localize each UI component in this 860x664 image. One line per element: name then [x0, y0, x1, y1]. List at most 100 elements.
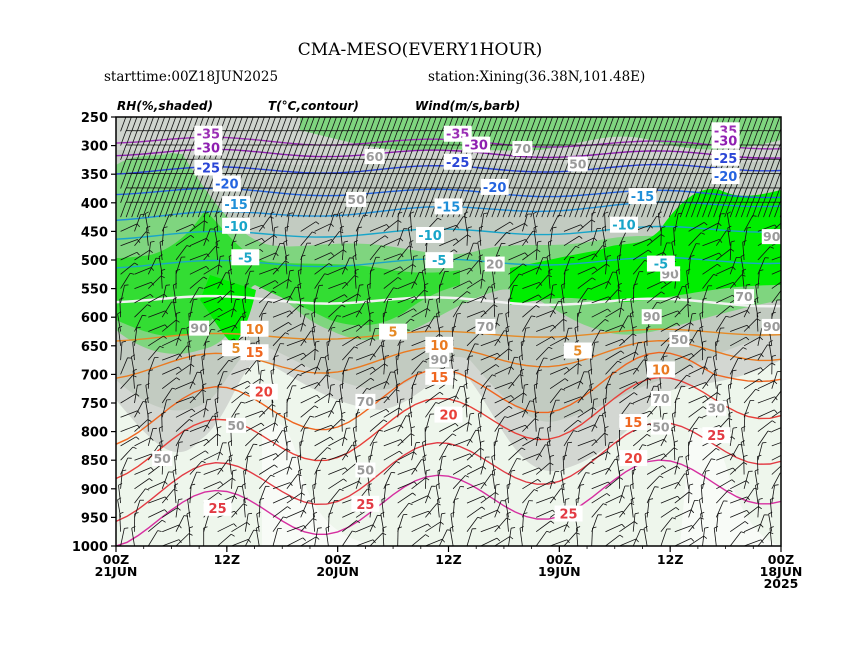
wind-barb — [117, 313, 121, 332]
wind-barb-flag — [274, 280, 279, 284]
wind-barb-flag — [343, 478, 347, 482]
wind-barb — [364, 117, 371, 132]
wind-barb — [286, 187, 293, 203]
wind-barb — [131, 201, 138, 218]
wind-barb — [508, 130, 515, 146]
wind-barb-flag — [767, 430, 772, 433]
wind-barb-flag — [604, 426, 609, 429]
wind-barb — [217, 290, 231, 304]
wind-barb — [175, 515, 185, 532]
wind-barb-flag — [602, 225, 607, 229]
wind-barb — [522, 315, 532, 332]
wind-barb — [120, 273, 131, 289]
wind-barb — [580, 173, 587, 189]
wind-barb — [286, 339, 304, 347]
wind-barb — [619, 521, 635, 533]
wind-barb — [624, 144, 631, 161]
wind-barb — [502, 201, 509, 218]
wind-barb — [491, 117, 498, 132]
wind-barb-flag — [603, 503, 608, 506]
wind-barb-flag — [367, 488, 372, 491]
wind-barb — [314, 159, 321, 175]
y-tick-label: 950 — [81, 511, 108, 526]
wind-barb — [419, 173, 426, 189]
wind-barb-flag — [437, 217, 442, 221]
wind-barb — [217, 371, 224, 389]
wind-barb — [145, 385, 149, 404]
wind-barb — [161, 285, 167, 303]
wind-barb — [602, 130, 609, 146]
wind-barb — [546, 201, 554, 218]
wind-barb-flag — [242, 311, 247, 315]
wind-barb — [203, 228, 211, 246]
wind-barb-flag — [363, 214, 368, 216]
wind-barb-flag — [551, 336, 556, 340]
wind-barb — [632, 260, 645, 275]
wind-barb — [668, 187, 676, 203]
wind-barb — [286, 201, 293, 218]
y-tick-label: 600 — [81, 311, 108, 326]
rh-label: 30 — [708, 401, 726, 416]
wind-barb — [236, 130, 243, 146]
wind-barb — [162, 337, 179, 347]
wind-barb — [746, 173, 753, 189]
wind-barb — [386, 173, 393, 189]
wind-barb-flag — [493, 440, 499, 443]
wind-barb — [408, 117, 415, 132]
wind-barb-flag — [186, 345, 191, 348]
wind-barb — [336, 144, 343, 161]
wind-barb — [674, 117, 681, 132]
wind-barb — [619, 242, 622, 261]
wind-barb — [532, 213, 537, 232]
wind-barb — [328, 231, 340, 246]
wind-barb — [743, 471, 749, 489]
wind-barb-flag — [288, 278, 292, 283]
wind-barb-flag — [311, 311, 316, 315]
wind-barb — [175, 223, 193, 232]
wind-barb — [175, 328, 182, 346]
wind-barb-flag — [228, 359, 233, 363]
wind-barb — [743, 318, 758, 332]
wind-barb — [644, 513, 648, 532]
wind-barb — [685, 130, 692, 146]
contour-label-bg — [628, 188, 657, 205]
wind-barb-flag — [454, 369, 459, 372]
wind-barb — [402, 187, 410, 203]
wind-barb — [118, 485, 121, 504]
wind-barb-flag — [521, 340, 526, 343]
wind-barb — [518, 356, 523, 375]
wind-barb — [771, 465, 781, 475]
wind-barb — [641, 201, 648, 218]
wind-barb-flag — [130, 272, 135, 275]
wind-barb — [729, 187, 737, 203]
wind-barb — [508, 447, 522, 461]
wind-barb — [508, 357, 515, 375]
wind-barb — [508, 239, 526, 247]
wind-barb — [272, 356, 276, 375]
wind-barb — [715, 213, 722, 232]
wind-barb-flag — [705, 382, 709, 386]
wind-barb-flag — [408, 225, 413, 229]
wind-barb — [395, 385, 399, 404]
wind-barb-flag — [564, 269, 569, 271]
wind-barb — [591, 296, 609, 304]
wind-barb-flag — [274, 464, 278, 468]
wind-barb — [158, 428, 163, 446]
wind-barb — [243, 470, 246, 489]
wind-barb — [120, 117, 127, 132]
wind-barb — [619, 502, 631, 518]
temperature-contour-line — [116, 459, 781, 546]
wind-barb-flag — [339, 231, 344, 234]
wind-barb — [549, 378, 566, 390]
wind-barb-flag — [633, 521, 638, 525]
wind-barb — [624, 130, 631, 146]
wind-barb-flag — [699, 311, 704, 315]
wind-barb — [452, 422, 469, 432]
wind-barb — [729, 347, 744, 361]
y-tick-label: 750 — [81, 397, 108, 412]
wind-barb — [613, 159, 620, 175]
wind-barb — [633, 395, 650, 404]
wind-barb-flag — [288, 322, 292, 326]
wind-barb — [258, 499, 261, 518]
wind-barb-flag — [747, 227, 752, 229]
